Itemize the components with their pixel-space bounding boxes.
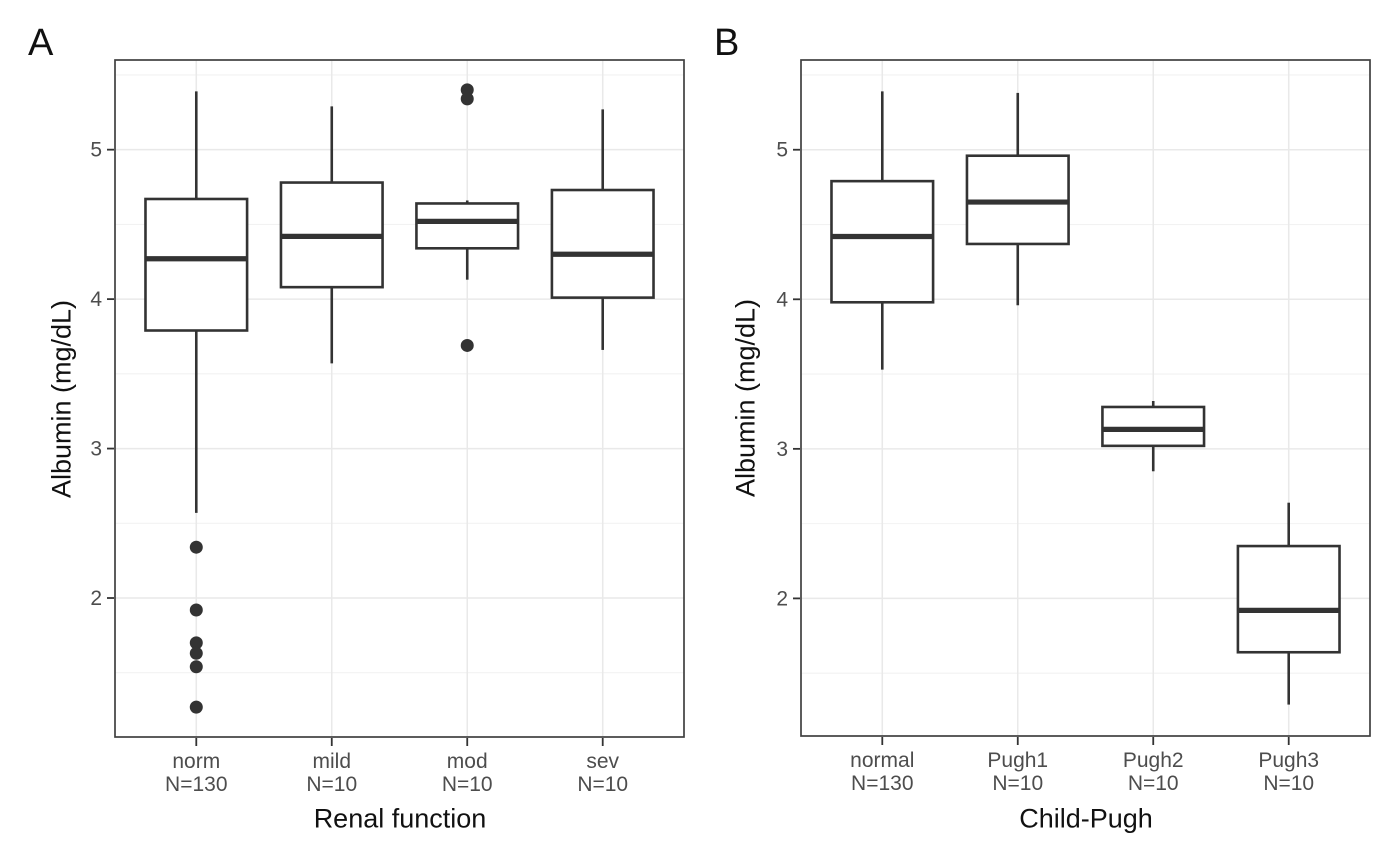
outlier-point xyxy=(189,603,203,617)
x-tick-label: mod xyxy=(447,750,488,773)
box-group-Pugh1 xyxy=(965,92,1070,306)
box-group-mild xyxy=(279,106,384,364)
panel-b-plot-area: 2345normalN=130Pugh1N=10Pugh2N=10Pugh3N=… xyxy=(776,59,1371,795)
box-group-norm xyxy=(144,91,249,714)
iqr-box xyxy=(1236,544,1341,654)
box-group-sev xyxy=(550,109,655,350)
x-tick-sublabel: N=10 xyxy=(442,773,493,796)
outlier-point xyxy=(189,646,203,660)
outlier-point xyxy=(189,660,203,674)
y-tick-label: 2 xyxy=(90,587,102,610)
iqr-box xyxy=(550,188,655,299)
y-tick-label: 4 xyxy=(90,288,102,311)
box-group-Pugh2 xyxy=(1101,400,1206,472)
y-tick-label: 5 xyxy=(776,139,788,162)
iqr-box xyxy=(144,197,249,332)
panel-b-tag: B xyxy=(714,22,740,64)
y-tick-label: 4 xyxy=(776,288,788,311)
x-tick-sublabel: N=10 xyxy=(306,773,357,796)
iqr-box xyxy=(415,202,520,250)
iqr-box xyxy=(830,179,935,304)
box-group-Pugh3 xyxy=(1236,502,1341,705)
box-group-normal xyxy=(830,91,935,370)
panel-a-y-axis-title: Albumin (mg/dL) xyxy=(46,299,77,499)
outlier-point xyxy=(460,92,474,106)
panel-b-x-axis-title: Child-Pugh xyxy=(1019,803,1153,834)
panel-border xyxy=(114,59,685,738)
x-tick-sublabel: N=10 xyxy=(1263,772,1314,795)
x-tick-sublabel: N=10 xyxy=(992,772,1043,795)
y-tick-label: 3 xyxy=(776,438,788,461)
iqr-box xyxy=(1101,405,1206,448)
x-tick-label: normal xyxy=(850,749,914,772)
box-group-mod xyxy=(415,83,520,352)
outlier-point xyxy=(189,700,203,714)
x-tick-label: norm xyxy=(172,750,220,773)
outlier-point xyxy=(460,338,474,352)
x-tick-sublabel: N=10 xyxy=(1128,772,1179,795)
panel-b-y-axis-title: Albumin (mg/dL) xyxy=(730,298,761,498)
x-tick-label: mild xyxy=(313,750,352,773)
y-tick-label: 5 xyxy=(90,139,102,162)
x-tick-sublabel: N=130 xyxy=(851,772,913,795)
y-tick-label: 3 xyxy=(90,438,102,461)
panel-border xyxy=(800,59,1371,737)
outlier-point xyxy=(189,636,203,650)
x-tick-sublabel: N=10 xyxy=(577,773,628,796)
outlier-point xyxy=(189,540,203,554)
panel-a-tag: A xyxy=(28,22,54,64)
x-tick-label: Pugh3 xyxy=(1258,749,1319,772)
y-tick-label: 2 xyxy=(776,587,788,610)
x-tick-label: Pugh1 xyxy=(987,749,1048,772)
outlier-point xyxy=(460,83,474,97)
x-tick-label: Pugh2 xyxy=(1123,749,1184,772)
x-tick-label: sev xyxy=(586,750,619,773)
panel-a-x-axis-title: Renal function xyxy=(313,803,487,834)
x-tick-sublabel: N=130 xyxy=(165,773,227,796)
